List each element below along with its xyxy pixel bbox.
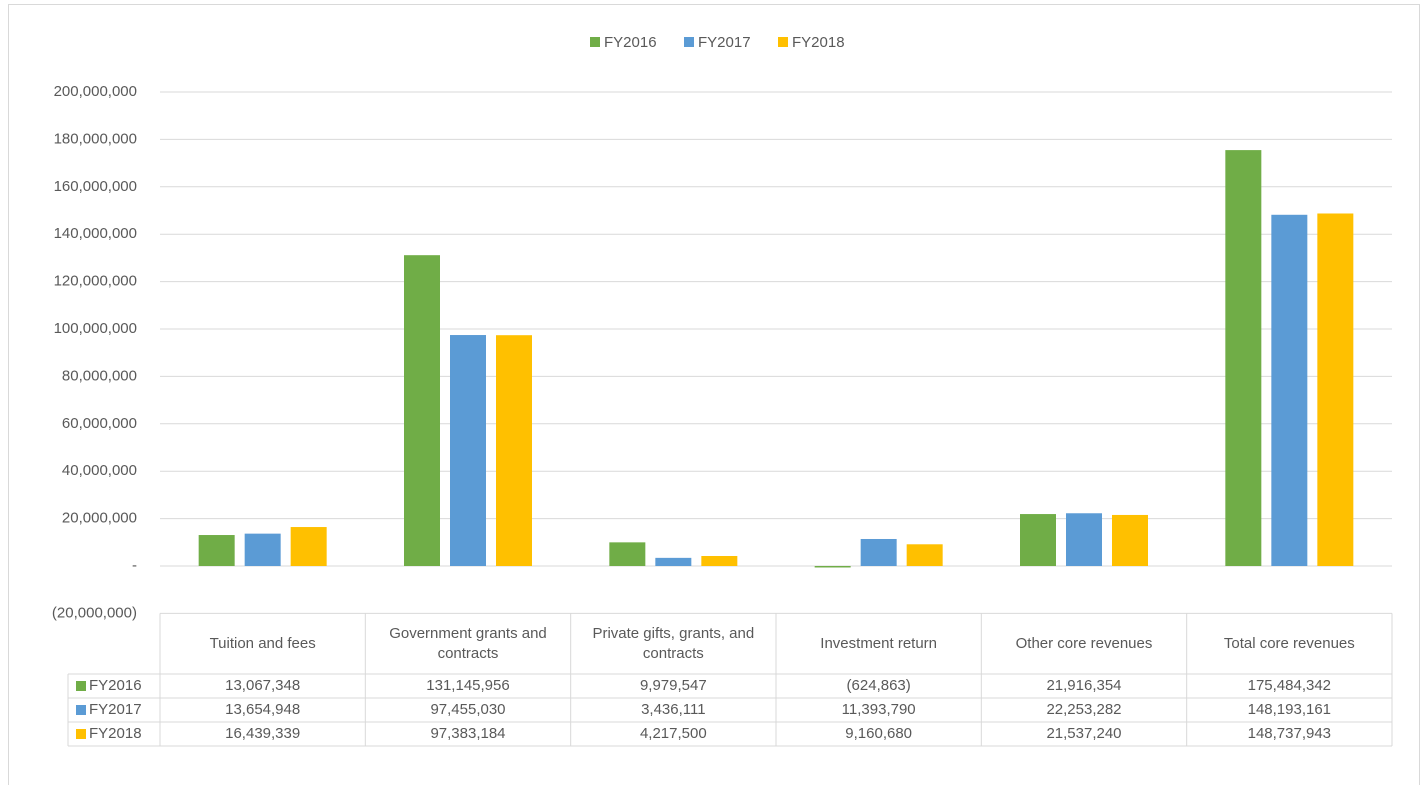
table-value: 148,193,161: [1248, 701, 1331, 718]
y-tick-label: 40,000,000: [62, 462, 137, 479]
table-value: 13,067,348: [225, 677, 300, 694]
table-value: 131,145,956: [426, 677, 509, 694]
x-category-label: Other core revenues: [1015, 634, 1153, 652]
bar: [1066, 513, 1102, 566]
y-tick-label: 120,000,000: [54, 273, 137, 290]
table-value: 22,253,282: [1046, 701, 1121, 718]
x-category-label: Private gifts, grants, and contracts: [592, 624, 755, 662]
bar: [290, 527, 327, 566]
bar: [814, 566, 851, 568]
table-value: 13,654,948: [225, 701, 300, 718]
table-legend-swatch: [76, 681, 86, 691]
bar: [450, 335, 486, 566]
bar: [1317, 213, 1354, 566]
table-value: 21,916,354: [1046, 677, 1121, 694]
bar: [244, 533, 281, 566]
table-series-label: FY2017: [89, 701, 142, 718]
x-category-label: Tuition and fees: [209, 634, 316, 652]
table-value: 16,439,339: [225, 725, 300, 742]
table-value: 9,160,680: [845, 725, 912, 742]
legend-label: FY2018: [792, 34, 845, 51]
legend-label: FY2016: [604, 34, 657, 51]
table-value: (624,863): [847, 677, 911, 694]
table-value: 97,383,184: [430, 725, 505, 742]
y-tick-label: 60,000,000: [62, 415, 137, 432]
legend-label: FY2017: [698, 34, 751, 51]
y-tick-label: 140,000,000: [54, 225, 137, 242]
chart-border: [8, 4, 1420, 785]
y-tick-label: (20,000,000): [52, 604, 137, 621]
bar: [860, 538, 897, 566]
legend-swatch: [778, 37, 788, 47]
bar: [1225, 150, 1262, 566]
y-tick-label: 20,000,000: [62, 510, 137, 527]
table-series-label: FY2018: [89, 725, 142, 742]
y-tick-label: -: [132, 557, 137, 574]
table-legend-swatch: [76, 705, 86, 715]
table-value: 175,484,342: [1248, 677, 1331, 694]
table-series-label: FY2016: [89, 677, 142, 694]
bar: [1271, 214, 1308, 566]
table-value: 9,979,547: [640, 677, 707, 694]
legend-swatch: [590, 37, 600, 47]
bar: [496, 335, 532, 566]
bar: [404, 255, 440, 566]
y-tick-label: 200,000,000: [54, 83, 137, 100]
table-value: 21,537,240: [1046, 725, 1121, 742]
bar: [198, 535, 235, 566]
x-category-label: Investment return: [820, 634, 938, 652]
table-value: 148,737,943: [1248, 725, 1331, 742]
y-tick-label: 160,000,000: [54, 178, 137, 195]
bar: [1112, 514, 1148, 566]
bar: [609, 542, 646, 566]
bar: [655, 557, 692, 566]
x-category-label: Government grants and contracts: [389, 624, 547, 662]
table-legend-swatch: [76, 729, 86, 739]
bar: [1020, 514, 1056, 566]
table-value: 3,436,111: [641, 701, 706, 718]
table-value: 97,455,030: [430, 701, 505, 718]
table-value: 11,393,790: [842, 701, 916, 718]
table-value: 4,217,500: [640, 725, 707, 742]
y-tick-label: 100,000,000: [54, 320, 137, 337]
bar: [906, 544, 943, 566]
legend-swatch: [684, 37, 694, 47]
x-category-label: Total core revenues: [1223, 634, 1355, 652]
y-tick-label: 80,000,000: [62, 367, 137, 384]
y-tick-label: 180,000,000: [54, 130, 137, 147]
bar: [701, 556, 738, 566]
